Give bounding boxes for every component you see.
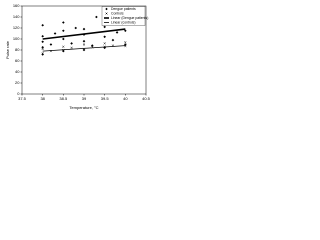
y-tick-label: 140	[13, 14, 20, 19]
y-tick-label: 40	[15, 69, 20, 74]
y-tick-label: 20	[15, 80, 20, 85]
y-tick-label: 160	[13, 3, 20, 8]
chart: Temperature, °C Pulse rate 0 20 40 60 80 100 1…	[5, 3, 150, 110]
x-tick-label: 37.5	[18, 96, 27, 101]
legend-label: Linear (controls)	[111, 20, 136, 24]
point	[62, 21, 65, 24]
point	[41, 52, 44, 55]
x-tick-label: 40	[123, 96, 128, 101]
point	[124, 29, 127, 33]
point	[103, 35, 106, 39]
y-tick-label: 0	[17, 91, 20, 96]
y-tick-label: 60	[15, 58, 20, 63]
legend-label: Linear (Dengue patients)	[111, 16, 148, 20]
point	[82, 43, 86, 46]
point	[95, 15, 98, 19]
point	[41, 34, 44, 38]
point	[41, 23, 44, 27]
point	[103, 25, 106, 29]
y-tick-label: 100	[13, 36, 20, 41]
x-tick-label: 38.5	[59, 96, 68, 101]
legend-label: Dengue patients	[111, 7, 136, 11]
point	[70, 46, 73, 49]
point	[49, 43, 53, 46]
point	[70, 42, 73, 45]
x-axis-label: Temperature, °C	[69, 105, 98, 110]
point	[82, 27, 86, 31]
trend-line	[42, 45, 126, 52]
point	[82, 39, 86, 43]
point	[74, 26, 78, 30]
legend-swatch	[105, 7, 108, 11]
point	[103, 42, 106, 45]
point	[82, 48, 86, 52]
point	[53, 32, 57, 35]
x-tick-label: 38	[40, 96, 45, 101]
point	[62, 29, 65, 33]
trend-line	[42, 28, 126, 40]
y-axis-label: Pulse rate	[5, 40, 10, 59]
x-tick-label: 39	[82, 96, 87, 101]
point	[111, 38, 115, 42]
legend-label: Controls	[111, 11, 124, 15]
point	[41, 40, 44, 44]
point	[41, 47, 44, 51]
point	[124, 41, 127, 44]
point	[62, 45, 65, 48]
x-tick-label: 39.5	[101, 96, 110, 101]
y-tick-label: 80	[15, 47, 20, 52]
legend-swatch	[105, 12, 108, 15]
legend-box	[101, 6, 146, 26]
y-tick-label: 120	[13, 25, 20, 30]
point	[62, 37, 65, 41]
point	[115, 31, 119, 34]
x-tick-label: 40.5	[142, 96, 150, 101]
